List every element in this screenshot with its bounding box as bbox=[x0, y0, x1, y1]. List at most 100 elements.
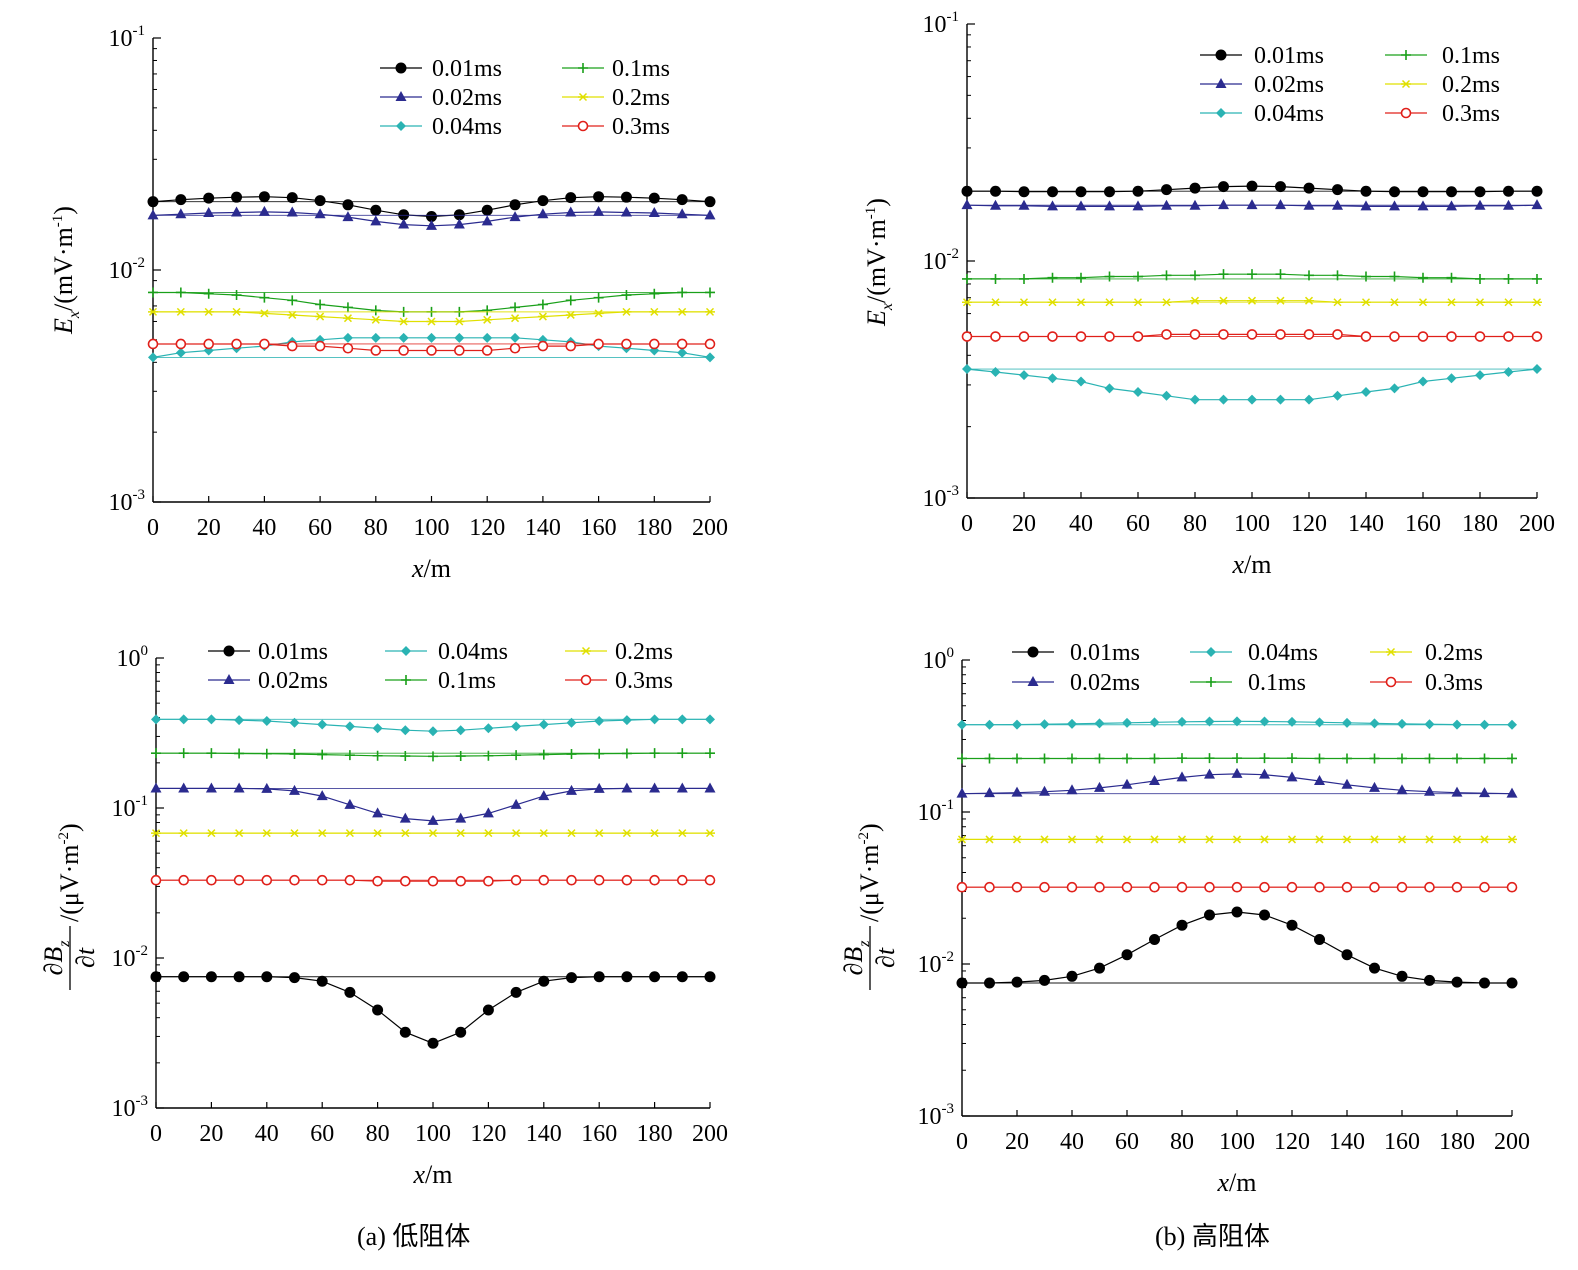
data-point bbox=[1479, 835, 1490, 844]
series-0.02ms bbox=[150, 782, 716, 825]
legend-label: 0.1ms bbox=[1248, 670, 1306, 696]
data-point bbox=[1132, 185, 1144, 197]
data-point bbox=[1231, 881, 1243, 893]
data-point bbox=[1246, 199, 1258, 210]
data-point bbox=[565, 340, 577, 352]
data-point bbox=[1190, 270, 1200, 281]
data-point bbox=[1286, 919, 1298, 931]
data-point bbox=[1332, 329, 1343, 340]
data-point bbox=[957, 835, 967, 844]
data-point bbox=[1424, 785, 1435, 796]
data-point bbox=[428, 726, 438, 737]
data-point bbox=[428, 751, 438, 762]
data-point bbox=[1369, 781, 1380, 792]
data-point bbox=[1275, 329, 1286, 340]
data-point bbox=[1190, 296, 1200, 305]
x-tick-label: 20 bbox=[197, 515, 221, 541]
data-point bbox=[1396, 970, 1408, 982]
data-point bbox=[1104, 298, 1115, 307]
data-point bbox=[593, 874, 605, 886]
data-point bbox=[1451, 881, 1463, 893]
data-point bbox=[1361, 387, 1371, 398]
y-tick-label: 10-1 bbox=[918, 797, 955, 826]
x-tick-label: 40 bbox=[1069, 511, 1093, 537]
data-point bbox=[1218, 296, 1229, 305]
legend-label: 0.04ms bbox=[1248, 640, 1318, 666]
data-point bbox=[509, 342, 521, 354]
legend-label: 0.02ms bbox=[1070, 670, 1140, 696]
data-point bbox=[1189, 199, 1201, 210]
data-point bbox=[426, 317, 437, 326]
data-point bbox=[620, 191, 632, 203]
data-point bbox=[1474, 186, 1486, 198]
data-point bbox=[1475, 370, 1485, 381]
data-point bbox=[147, 338, 159, 350]
data-point bbox=[286, 192, 298, 204]
data-point bbox=[621, 338, 632, 350]
data-point bbox=[370, 204, 382, 216]
data-point bbox=[287, 295, 298, 306]
data-point bbox=[400, 829, 411, 838]
data-point bbox=[1094, 835, 1105, 844]
data-point bbox=[175, 287, 186, 298]
data-point bbox=[1247, 296, 1257, 305]
x-tick-label: 80 bbox=[1183, 511, 1207, 537]
x-axis-title: x/m bbox=[411, 554, 451, 583]
x-tick-label: 200 bbox=[692, 515, 728, 541]
data-point bbox=[342, 314, 353, 323]
data-point bbox=[234, 829, 245, 838]
data-point bbox=[677, 829, 688, 838]
data-point bbox=[566, 874, 577, 886]
data-point bbox=[676, 782, 688, 793]
data-point bbox=[1176, 919, 1188, 931]
data-point bbox=[1479, 753, 1490, 764]
x-tick-label: 120 bbox=[1291, 511, 1327, 537]
data-point bbox=[1161, 270, 1172, 281]
data-point bbox=[984, 753, 995, 764]
series-0.3ms bbox=[147, 338, 716, 356]
data-point bbox=[593, 205, 605, 216]
data-point bbox=[1132, 200, 1144, 211]
data-point bbox=[1503, 367, 1514, 378]
data-point bbox=[1012, 719, 1022, 730]
y-tick-label: 10-1 bbox=[923, 9, 960, 38]
data-point bbox=[1452, 719, 1462, 730]
y-axis-title-denominator: ∂t bbox=[71, 947, 100, 968]
data-point bbox=[454, 317, 465, 326]
x-tick-label: 60 bbox=[1126, 511, 1150, 537]
x-tick-label: 40 bbox=[252, 515, 276, 541]
data-point bbox=[961, 331, 973, 342]
data-point bbox=[370, 215, 382, 226]
data-point bbox=[1531, 331, 1543, 342]
y-tick-label: 100 bbox=[117, 643, 149, 672]
legend-label: 0.3ms bbox=[1442, 101, 1500, 127]
data-point bbox=[1474, 199, 1486, 210]
data-point bbox=[427, 1037, 439, 1049]
x-tick-label: 140 bbox=[1329, 1129, 1365, 1155]
data-point bbox=[316, 975, 328, 987]
data-point bbox=[1218, 394, 1229, 405]
data-point bbox=[990, 199, 1001, 210]
data-point bbox=[316, 790, 328, 801]
y-tick-label: 10-1 bbox=[109, 23, 146, 52]
data-point bbox=[398, 345, 409, 356]
data-point bbox=[234, 715, 245, 726]
data-point bbox=[1287, 716, 1297, 727]
y-axis-title-unit: /(μV·m-2) bbox=[55, 823, 84, 922]
data-point bbox=[537, 195, 549, 207]
data-point bbox=[676, 338, 688, 350]
y-tick-label: 100 bbox=[923, 645, 955, 674]
data-point bbox=[990, 273, 1001, 284]
data-point bbox=[261, 782, 273, 793]
data-point bbox=[1417, 186, 1429, 198]
data-point bbox=[1067, 835, 1077, 844]
data-point bbox=[344, 750, 355, 761]
data-point bbox=[1018, 186, 1030, 198]
data-point bbox=[676, 194, 688, 206]
data-point bbox=[370, 305, 381, 316]
data-point bbox=[1218, 329, 1229, 340]
x-tick-label: 140 bbox=[1348, 511, 1384, 537]
data-point bbox=[537, 340, 549, 352]
data-point bbox=[259, 309, 270, 318]
data-point bbox=[370, 315, 381, 324]
